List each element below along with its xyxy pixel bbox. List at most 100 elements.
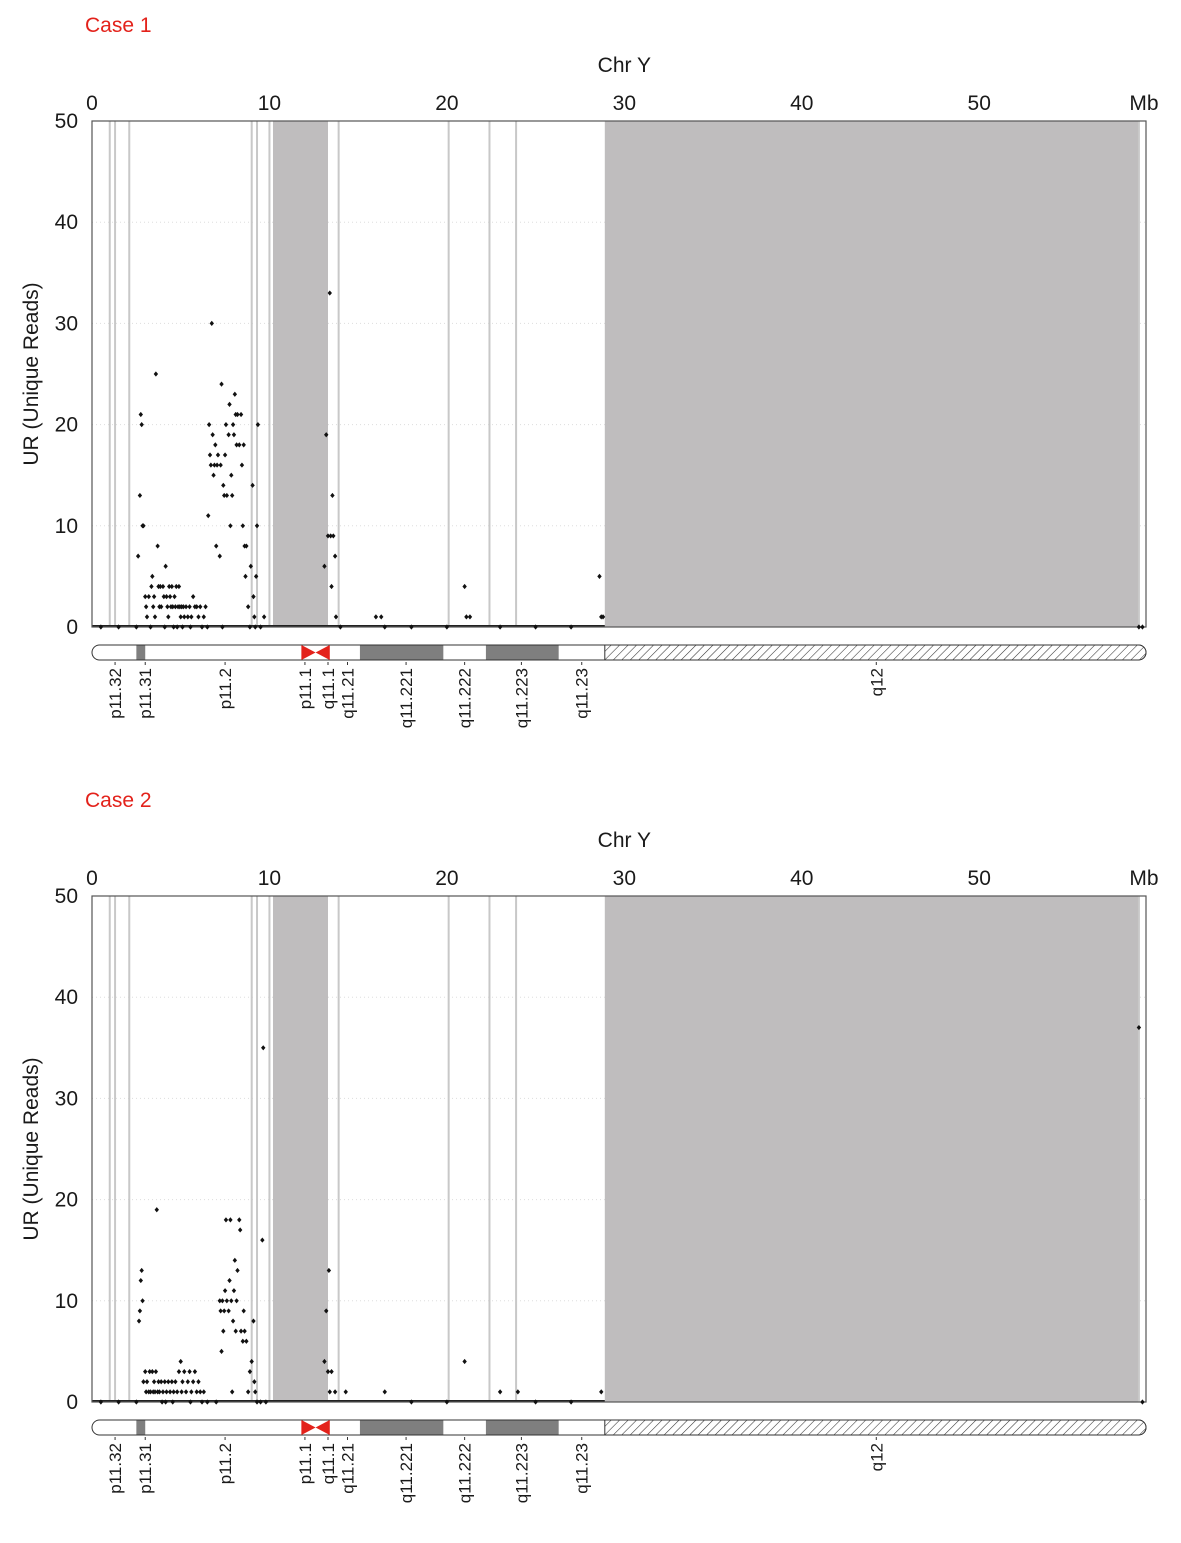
data-point [597, 573, 602, 579]
data-point [146, 594, 151, 600]
data-point [231, 1288, 237, 1294]
heterochromatin-band [604, 644, 1147, 661]
data-point [237, 1217, 242, 1223]
data-point [214, 462, 220, 468]
data-point [116, 624, 121, 630]
data-point [165, 604, 170, 610]
data-point [260, 1237, 265, 1243]
data-point [187, 1369, 192, 1375]
data-point [373, 614, 379, 620]
data-point [174, 1389, 180, 1395]
data-point [206, 513, 211, 519]
data-point [138, 411, 143, 418]
data-point [190, 1379, 196, 1385]
data-point [220, 1298, 225, 1304]
x-tick-label: 50 [968, 92, 991, 115]
x-tick-label: 30 [613, 92, 636, 115]
data-point [230, 1318, 236, 1324]
cytoband-dark [359, 645, 444, 660]
data-point [143, 1369, 148, 1375]
data-point [136, 1318, 142, 1324]
data-point [172, 594, 177, 600]
case-label: Case 1 [85, 14, 152, 37]
data-point [201, 614, 206, 620]
centromere-left [301, 645, 316, 660]
data-point [189, 614, 194, 620]
data-point [240, 1338, 246, 1344]
x-tick-label: 20 [435, 92, 458, 115]
data-point [261, 614, 267, 620]
cytoband-label: p11.2 [216, 1443, 235, 1484]
data-point [247, 624, 253, 630]
data-point [98, 624, 104, 630]
data-point [143, 594, 148, 600]
data-point [171, 1389, 176, 1395]
data-point [243, 573, 248, 579]
data-point [221, 1308, 227, 1314]
data-point [140, 1298, 145, 1304]
cytoband-label: p11.1 [296, 1443, 315, 1484]
data-point [237, 442, 242, 448]
data-point [409, 624, 414, 630]
data-point [232, 391, 238, 397]
data-point [144, 1379, 150, 1385]
cytoband-label: q12 [867, 1443, 886, 1471]
data-point [226, 1308, 231, 1314]
data-point [568, 624, 574, 630]
data-point [327, 290, 332, 296]
centromere-left [301, 1420, 316, 1435]
data-point [156, 1379, 161, 1385]
data-point [167, 594, 173, 600]
data-point [209, 320, 214, 326]
data-point [333, 614, 339, 620]
data-point [218, 462, 223, 468]
data-point [515, 1389, 521, 1395]
data-point [322, 1358, 327, 1365]
data-point [169, 1379, 175, 1385]
x-tick-label: 50 [968, 867, 991, 890]
chart-title: Chr Y [598, 54, 651, 77]
data-point [148, 624, 153, 630]
data-point [152, 614, 158, 620]
data-point [227, 1277, 232, 1284]
data-point [229, 1298, 234, 1304]
y-tick-label: 30 [55, 1087, 78, 1110]
heterochromatin-band [604, 1419, 1147, 1436]
x-tick-label: 40 [790, 867, 813, 890]
x-tick-label: 10 [258, 867, 281, 890]
data-point [251, 594, 256, 600]
y-tick-label: 50 [55, 885, 78, 908]
data-point [329, 1369, 334, 1375]
cytoband-label: p11.32 [106, 1443, 125, 1494]
data-point [230, 422, 236, 428]
data-point [600, 614, 606, 620]
cytoband-label: q11.1 [319, 1443, 338, 1484]
data-point [182, 614, 187, 620]
data-point [252, 1379, 257, 1385]
data-point [189, 1389, 194, 1395]
y-tick-label: 20 [55, 414, 78, 437]
data-point [139, 1267, 144, 1274]
y-axis-label: UR (Unique Reads) [20, 1057, 43, 1240]
data-point [221, 492, 227, 499]
data-point [248, 563, 254, 569]
data-point [223, 422, 229, 428]
data-point [169, 583, 175, 590]
data-point [141, 1379, 146, 1385]
data-point [245, 604, 251, 610]
data-point [194, 1389, 199, 1395]
data-point [174, 624, 180, 630]
data-point [203, 604, 208, 610]
data-point [196, 614, 201, 620]
data-point [196, 1379, 201, 1385]
data-point [159, 604, 164, 610]
data-point [154, 1207, 159, 1213]
data-point [497, 1389, 503, 1395]
cytoband-label: q11.23 [573, 668, 592, 719]
data-point [217, 553, 222, 559]
data-point [151, 1379, 157, 1385]
case-label: Case 2 [85, 789, 152, 812]
data-point [134, 624, 139, 630]
data-point [379, 614, 384, 620]
data-point [240, 523, 246, 529]
